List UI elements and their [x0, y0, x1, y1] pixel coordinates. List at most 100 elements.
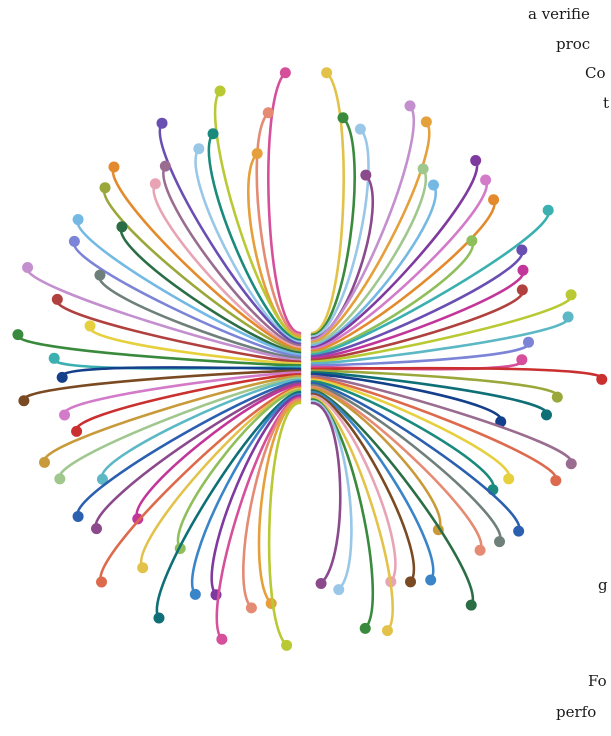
left-branch-node [94, 269, 106, 281]
left-branch-node [18, 395, 30, 407]
text-fragment-1: a verifie [528, 5, 590, 23]
right-branch-node [523, 336, 535, 348]
left-branch-line [267, 71, 302, 335]
left-branch-node [22, 262, 34, 274]
right-branch-line [310, 401, 342, 585]
left-branch-line [139, 387, 302, 570]
left-branch-line [190, 392, 302, 596]
left-branch-line [152, 182, 302, 349]
left-branch-line [73, 240, 302, 358]
left-branch-line [94, 381, 302, 530]
right-branch-node [516, 354, 528, 366]
left-branch-node [137, 562, 149, 574]
right-branch-line [310, 371, 548, 417]
left-branch-line [76, 218, 302, 356]
right-branch-node [480, 174, 492, 186]
left-branch-node [68, 235, 80, 247]
right-branch-node [427, 179, 439, 191]
right-branch-node [465, 599, 477, 611]
right-branch-node [565, 458, 577, 470]
right-branch-line [310, 239, 475, 355]
left-branch-node [96, 473, 108, 485]
left-branch-line [22, 369, 302, 403]
left-branch-line [75, 372, 302, 433]
left-branch-node [262, 107, 274, 119]
right-branch-line [310, 248, 524, 358]
right-branch-node [405, 576, 417, 588]
right-branch-node [425, 574, 437, 586]
left-branch-line [60, 366, 302, 379]
right-branch-line [310, 159, 479, 349]
right-branch-line [310, 167, 427, 346]
right-branch-node [562, 311, 574, 323]
right-branch-line [310, 396, 394, 632]
left-branch-line [26, 266, 302, 362]
right-branch-node [503, 473, 515, 485]
right-branch-line [310, 378, 511, 481]
right-branch-line [310, 116, 356, 337]
text-fragment-6: Fo [588, 672, 607, 690]
left-branch-line [55, 298, 302, 364]
left-branch-node [245, 602, 257, 614]
right-branch-node [315, 577, 327, 589]
left-branch-line [99, 385, 302, 584]
right-branch-node [381, 625, 393, 637]
right-branch-line [310, 372, 503, 424]
left-branch-line [242, 398, 302, 610]
right-branch-line [310, 369, 559, 399]
left-branch-node [251, 147, 263, 159]
right-branch-line [310, 127, 370, 338]
right-branch-line [310, 198, 496, 353]
right-branch-node [466, 235, 478, 247]
left-branch-line [158, 121, 302, 346]
right-branch-line [310, 376, 558, 482]
left-branch-line [76, 380, 302, 518]
left-branch-node [132, 513, 144, 525]
left-branch-node [189, 588, 201, 600]
right-branch-node [474, 544, 486, 556]
left-branch-node [71, 425, 83, 437]
right-branch-node [360, 169, 372, 181]
left-branch-node [12, 329, 24, 341]
left-branch-line [155, 390, 302, 620]
text-fragment-4: t [603, 94, 610, 112]
right-branch-node [321, 67, 333, 79]
left-branch-line [255, 111, 302, 337]
left-branch-node [72, 510, 84, 522]
left-branch-line [43, 374, 302, 464]
right-branch-line [310, 381, 521, 533]
left-branch-node [72, 214, 84, 226]
left-branch-node [48, 352, 60, 364]
right-branch-node [550, 475, 562, 487]
right-branch-node [551, 391, 563, 403]
left-branch-node [116, 221, 128, 233]
left-branch-line [176, 389, 302, 550]
right-branch-line [310, 385, 483, 552]
right-branch-node [513, 525, 525, 537]
left-branch-line [257, 399, 302, 605]
left-branch-line [100, 378, 302, 481]
right-branch-line [310, 71, 345, 335]
right-branch-line [310, 399, 353, 591]
right-branch-line [310, 178, 489, 351]
left-branch-line [135, 383, 302, 521]
right-branch-node [494, 536, 506, 548]
right-branch-line [310, 374, 573, 466]
right-branch-line [310, 380, 495, 492]
right-branch-node [354, 123, 366, 135]
left-branch-line [267, 401, 302, 647]
left-branch-group [12, 67, 302, 651]
right-branch-line [310, 389, 475, 607]
right-branch-node [542, 204, 554, 216]
right-branch-line [310, 340, 530, 367]
right-branch-line [310, 390, 435, 582]
right-branch-line [310, 383, 502, 543]
right-branch-node [596, 373, 608, 385]
left-branch-node [207, 128, 219, 140]
left-branch-node [214, 85, 226, 97]
left-branch-line [210, 394, 302, 597]
right-branch-line [310, 315, 570, 365]
left-branch-line [162, 164, 302, 347]
left-branch-line [207, 132, 302, 342]
